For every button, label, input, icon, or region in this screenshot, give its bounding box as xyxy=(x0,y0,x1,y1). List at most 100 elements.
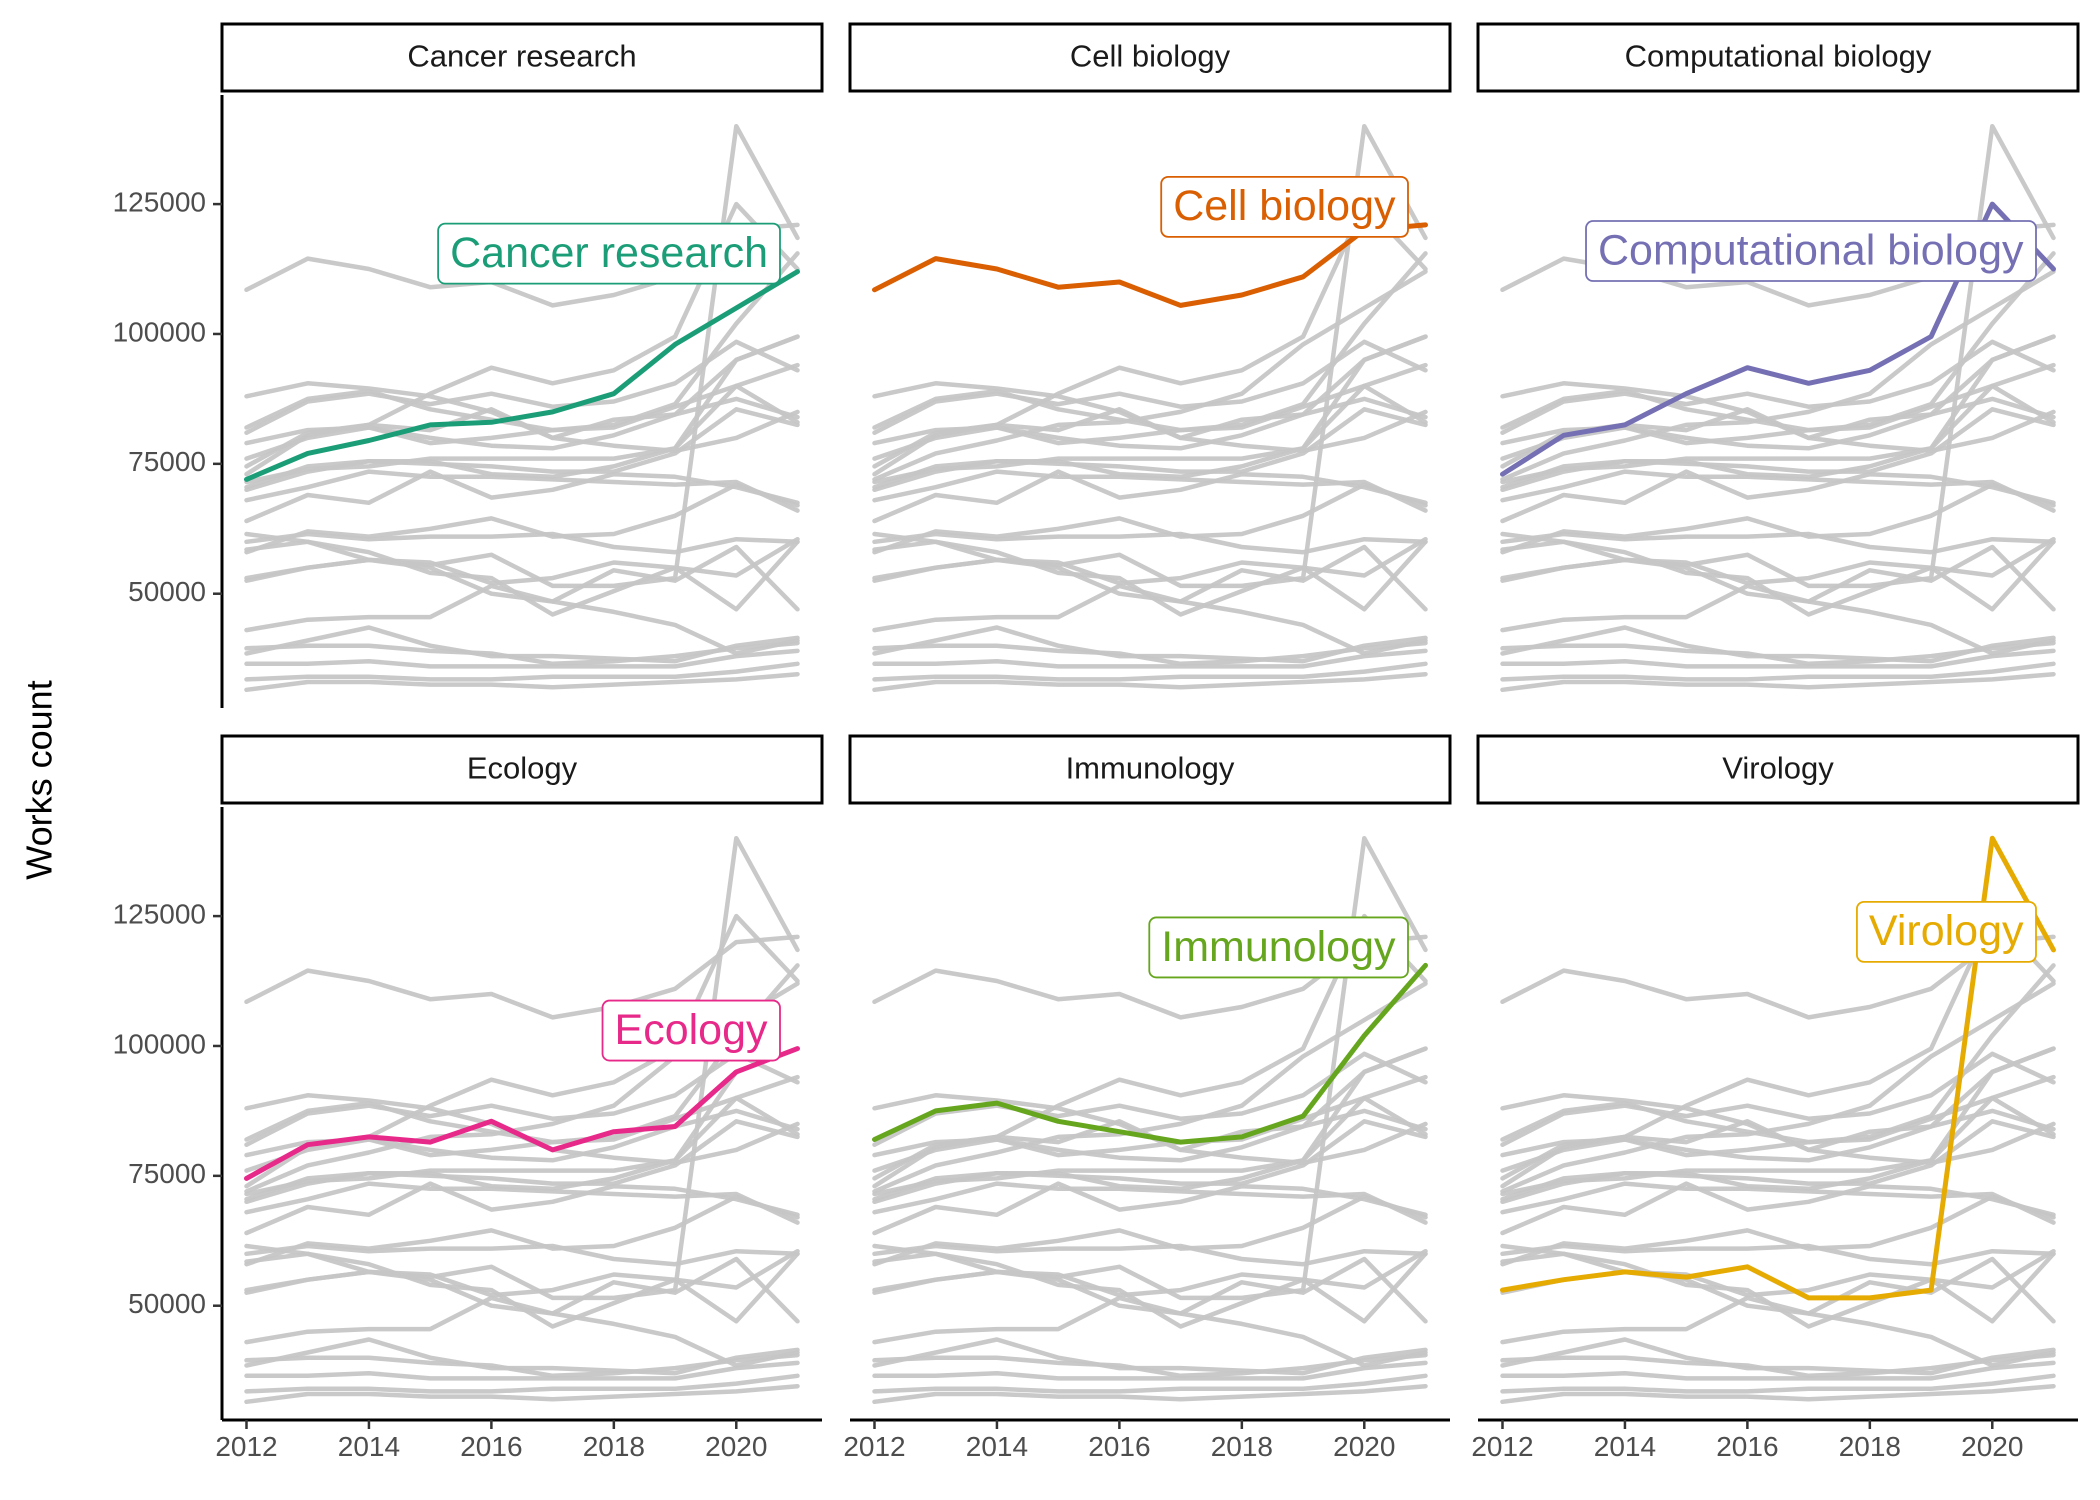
x-tick-label: 2014 xyxy=(966,1431,1028,1462)
background-series-line-19 xyxy=(1500,536,2056,586)
background-series-line-24 xyxy=(872,661,1428,682)
background-series-line-25 xyxy=(244,1383,800,1405)
series-label-computational-biology: Computational biology xyxy=(1598,226,2024,274)
background-series-line-20 xyxy=(244,1295,800,1368)
x-tick-label: 2018 xyxy=(1211,1431,1273,1462)
background-series-line-14 xyxy=(244,1181,800,1225)
series-label-box-virology xyxy=(1856,900,2037,963)
series-label-cell-biology: Cell biology xyxy=(1173,182,1396,230)
x-tick-label: 2018 xyxy=(583,1431,645,1462)
background-series-line-6 xyxy=(244,381,800,454)
y-tick-label: 50000 xyxy=(128,576,206,607)
series-label-box-cell-biology xyxy=(1160,175,1409,238)
background-series-line-14 xyxy=(244,469,800,513)
background-series-line-23 xyxy=(872,1360,1428,1381)
facet-panels: Cancer research Cancer research 50000 75000… xyxy=(113,22,2080,1462)
background-series-line-12 xyxy=(872,1046,1428,1197)
y-tick-label: 75000 xyxy=(128,1158,206,1189)
x-tick-label: 2020 xyxy=(705,1431,767,1462)
background-series-line-15 xyxy=(1500,482,2056,555)
background-series-line-10 xyxy=(244,1095,800,1173)
background-series-line-25 xyxy=(244,671,800,693)
background-series-line-7 xyxy=(244,339,800,435)
background-series-line-18 xyxy=(1500,1251,2056,1324)
background-series-line-15 xyxy=(872,482,1428,555)
y-tick-label: 125000 xyxy=(113,186,206,217)
x-tick-label: 2012 xyxy=(215,1431,277,1462)
strip-title-computational-biology: Computational biology xyxy=(1625,39,1932,74)
series-label-ecology: Ecology xyxy=(615,1006,768,1054)
panel-ecology: Ecology Ecology 50000 75000 100000 125000 2012… xyxy=(113,734,824,1462)
background-series-line-12 xyxy=(1500,1046,2056,1197)
background-series-line-14 xyxy=(1500,1181,2056,1225)
background-series-line-22 xyxy=(1500,1352,2056,1379)
background-series-line-20 xyxy=(872,1295,1428,1368)
background-series-line-6 xyxy=(872,381,1428,454)
background-series-line-14 xyxy=(1500,469,2056,513)
background-series-line-10 xyxy=(244,383,800,461)
background-series-line-18 xyxy=(244,539,800,612)
background-series-line-18 xyxy=(872,539,1428,612)
background-series-line-1 xyxy=(1500,934,2056,1020)
background-series-line-20 xyxy=(1500,583,2056,656)
background-series-line-19 xyxy=(244,536,800,586)
x-tick-label: 2016 xyxy=(460,1431,522,1462)
background-series-line-22 xyxy=(1500,640,2056,667)
strip-box-cancer-research xyxy=(220,22,824,93)
y-tick-label: 100000 xyxy=(113,1028,206,1059)
background-series-line-9 xyxy=(1500,1119,2056,1202)
background-series-line-9 xyxy=(1500,407,2056,490)
background-series-line-25 xyxy=(872,671,1428,693)
y-tick-label: 100000 xyxy=(113,316,206,347)
background-series-line-20 xyxy=(244,583,800,656)
highlight-series-line-cancer-research xyxy=(244,269,800,482)
panel-virology: Virology Virology 2012 2014 2016 2018 2020 xyxy=(1471,734,2080,1462)
highlight-series-line-cell-biology xyxy=(872,222,1428,308)
background-series-line-15 xyxy=(872,1194,1428,1267)
x-tick-label: 2014 xyxy=(338,1431,400,1462)
background-series-line-25 xyxy=(1500,671,2056,693)
background-series-line-10 xyxy=(872,383,1428,461)
background-series-line-10 xyxy=(1500,383,2056,461)
series-label-virology: Virology xyxy=(1869,907,2024,955)
background-series-line-19 xyxy=(872,1248,1428,1298)
background-series-line-16 xyxy=(1500,531,2056,555)
strip-box-immunology xyxy=(848,734,1452,805)
background-series-line-14 xyxy=(872,469,1428,513)
background-series-line-0 xyxy=(872,981,1428,1194)
x-tick-label: 2018 xyxy=(1839,1431,1901,1462)
x-tick-label: 2016 xyxy=(1088,1431,1150,1462)
background-series-line-19 xyxy=(244,1248,800,1298)
background-series-line-12 xyxy=(872,334,1428,485)
background-series-line-14 xyxy=(872,1181,1428,1225)
strip-box-virology xyxy=(1476,734,2080,805)
background-series-line-16 xyxy=(244,1243,800,1267)
x-tick-label: 2012 xyxy=(843,1431,905,1462)
strip-title-immunology: Immunology xyxy=(1066,751,1235,786)
strip-box-cell-biology xyxy=(848,22,1452,93)
background-series-line-23 xyxy=(244,648,800,669)
background-series-line-23 xyxy=(872,648,1428,669)
background-series-line-24 xyxy=(1500,661,2056,682)
background-series-line-15 xyxy=(1500,1194,2056,1267)
background-series-line-25 xyxy=(1500,1383,2056,1405)
y-axis-label: Works count xyxy=(19,680,60,879)
background-series-line-18 xyxy=(872,1251,1428,1324)
series-label-cancer-research: Cancer research xyxy=(450,229,768,277)
background-series-line-9 xyxy=(872,407,1428,490)
series-label-box-immunology xyxy=(1148,916,1409,979)
y-tick-label: 50000 xyxy=(128,1288,206,1319)
background-series-line-6 xyxy=(1500,381,2056,454)
background-series-line-24 xyxy=(872,1373,1428,1394)
panel-immunology: Immunology Immunology 2012 2014 2016 2018 2020 xyxy=(843,734,1452,1462)
background-series-line-22 xyxy=(872,640,1428,667)
background-series-line-0 xyxy=(872,269,1428,482)
strip-title-cancer-research: Cancer research xyxy=(407,39,636,74)
background-series-line-9 xyxy=(244,407,800,490)
background-series-line-15 xyxy=(244,482,800,555)
background-series-line-12 xyxy=(244,1046,800,1197)
background-series-line-19 xyxy=(872,536,1428,586)
background-series-line-9 xyxy=(872,1119,1428,1202)
background-series-line-20 xyxy=(1500,1295,2056,1368)
